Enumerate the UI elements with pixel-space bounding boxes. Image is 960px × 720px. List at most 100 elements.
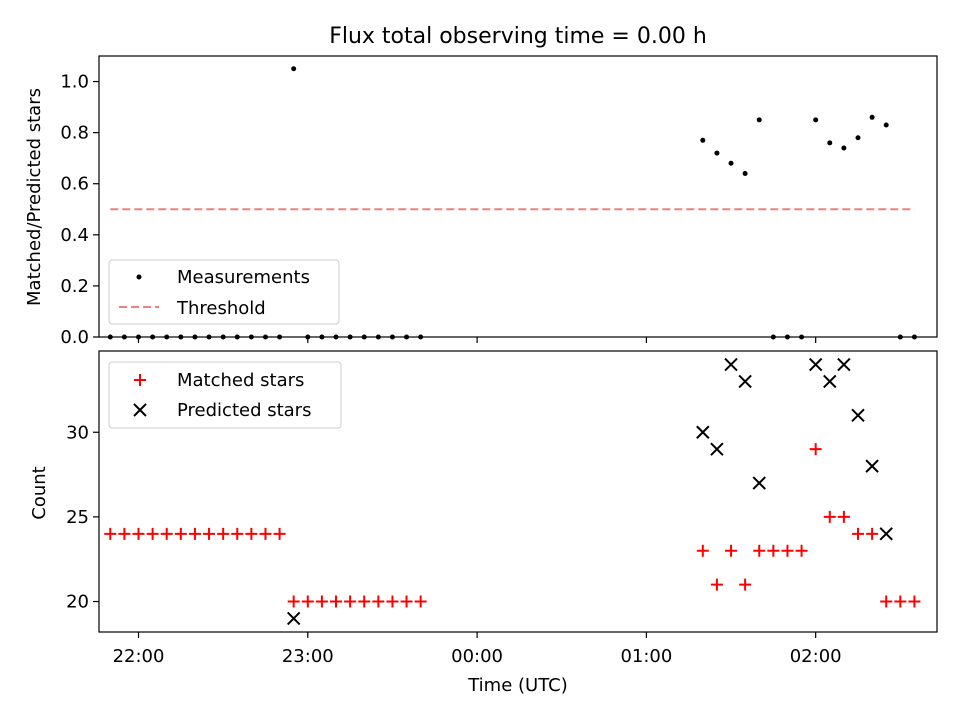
measurement-point: [418, 334, 424, 340]
bottom-ytick-label: 20: [66, 592, 89, 613]
measurement-point: [375, 334, 381, 340]
matched-star-point: [696, 544, 709, 557]
matched-star-point: [837, 510, 850, 523]
top-ytick-label: 0.0: [60, 327, 89, 348]
matched-star-point: [174, 527, 187, 540]
measurement-point: [728, 160, 734, 166]
matched-star-point: [315, 595, 328, 608]
predicted-star-point: [738, 374, 752, 389]
bottom-xtick-label: 01:00: [620, 646, 672, 667]
predicted-star-point: [696, 425, 710, 439]
measurement-point: [333, 334, 339, 340]
matched-star-point: [908, 595, 921, 608]
matched-star-point: [287, 595, 300, 608]
top-ytick-label: 0.2: [60, 276, 89, 297]
predicted-star-point: [724, 357, 738, 372]
measurement-point: [389, 334, 395, 340]
legend-matched-label: Matched stars: [177, 370, 304, 391]
predicted-star-point: [710, 442, 724, 456]
bottom-legend: Matched stars Predicted stars: [108, 361, 342, 429]
measurement-point: [827, 140, 833, 146]
matched-star-point: [245, 527, 258, 540]
matched-star-point: [725, 544, 738, 557]
matched-star-point: [344, 595, 357, 608]
measurement-point: [756, 117, 762, 123]
legend-measurements-label: Measurements: [177, 267, 310, 288]
matched-star-point: [259, 527, 272, 540]
bottom-ytick-label: 25: [66, 507, 89, 528]
measurement-point: [770, 334, 776, 340]
matched-star-point: [386, 595, 399, 608]
measurement-point: [192, 334, 198, 340]
measurement-point: [700, 137, 706, 143]
measurement-point: [347, 334, 353, 340]
measurement-point: [855, 135, 861, 141]
predicted-star-point: [286, 611, 301, 626]
measurement-point: [220, 334, 226, 340]
bottom-ytick-label: 30: [66, 422, 89, 443]
matched-star-point: [710, 578, 723, 591]
top-ytick-label: 0.6: [60, 174, 89, 195]
legend-predicted-label: Predicted stars: [177, 400, 311, 421]
measurement-point: [150, 334, 156, 340]
predicted-star-point: [865, 459, 879, 473]
matched-star-point: [203, 527, 216, 540]
matched-star-point: [809, 443, 822, 456]
matched-star-point: [160, 527, 173, 540]
top-ytick-label: 1.0: [60, 72, 89, 93]
matched-star-point: [188, 527, 201, 540]
top-legend-frame: [108, 259, 340, 325]
matched-star-point: [781, 544, 794, 557]
predicted-star-point: [752, 476, 766, 490]
predicted-star-point: [823, 374, 837, 389]
measurement-point: [784, 334, 790, 340]
matched-star-point: [330, 595, 343, 608]
top-title: Flux total observing time = 0.00 h: [329, 24, 707, 49]
matched-star-point: [753, 544, 766, 557]
measurement-point: [136, 334, 142, 340]
measurement-point: [714, 150, 720, 156]
matched-star-point: [146, 527, 159, 540]
measurement-point: [248, 334, 254, 340]
measurement-point: [361, 334, 367, 340]
bottom-plot: 20 25 30 22:00 23:00 00:00 01:00 02:00: [66, 350, 938, 667]
measurement-point: [319, 334, 325, 340]
predicted-star-point: [879, 527, 893, 541]
legend-threshold-label: Threshold: [176, 298, 266, 319]
matched-star-point: [400, 595, 413, 608]
matched-star-point: [132, 527, 145, 540]
measurement-point: [911, 334, 917, 340]
measurement-point: [277, 334, 283, 340]
measurement-point: [305, 334, 311, 340]
measurement-point: [841, 145, 847, 151]
matched-star-point: [118, 527, 131, 540]
top-ytick-label: 0.4: [60, 225, 89, 246]
measurement-point: [107, 334, 113, 340]
measurement-point: [206, 334, 212, 340]
legend-predicted-marker: [133, 403, 147, 417]
bottom-axes-frame: [98, 350, 938, 633]
matched-star-point: [273, 527, 286, 540]
matched-star-point: [851, 527, 864, 540]
predicted-star-point: [808, 357, 823, 372]
matched-star-point: [823, 510, 836, 523]
bottom-xlabel: Time (UTC): [467, 675, 568, 696]
top-axes-frame: [98, 55, 938, 338]
bottom-xtick-label: 00:00: [451, 646, 503, 667]
matched-star-point: [894, 595, 907, 608]
bottom-xtick-label: 23:00: [282, 646, 334, 667]
matched-star-point: [358, 595, 371, 608]
matched-star-point: [739, 578, 752, 591]
bottom-legend-frame: [108, 361, 342, 429]
matched-star-point: [231, 527, 244, 540]
measurement-point: [262, 334, 268, 340]
measurement-point: [897, 334, 903, 340]
top-legend: Measurements Threshold: [108, 259, 340, 325]
matched-star-point: [866, 527, 879, 540]
measurement-point: [291, 66, 297, 72]
measurement-point: [799, 334, 805, 340]
top-plot: 0.0 0.2 0.4 0.6 0.8 1.0: [60, 55, 938, 348]
legend-measurements-marker: [136, 274, 142, 280]
